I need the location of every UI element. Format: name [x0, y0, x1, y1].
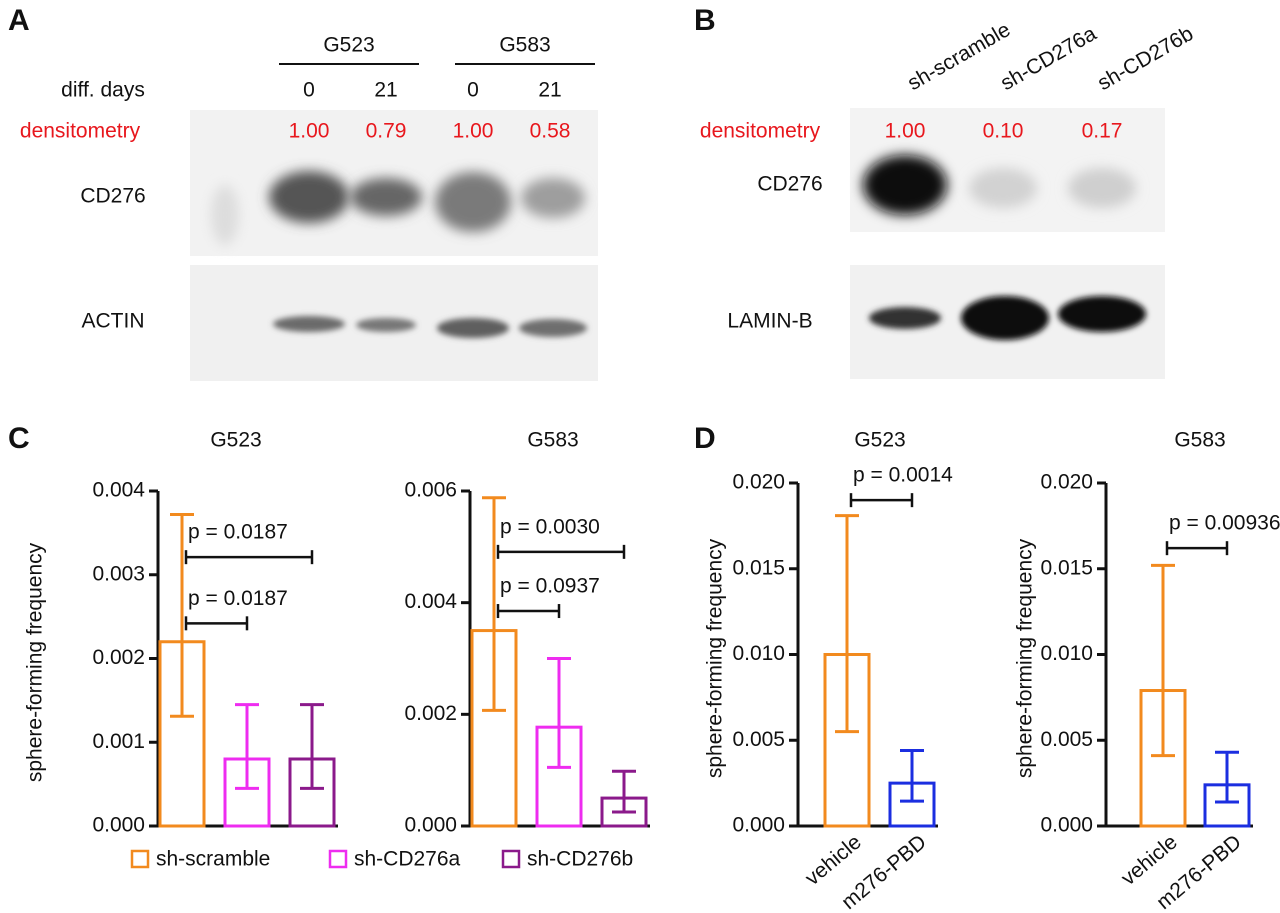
y-tick-label: 0.020: [732, 471, 785, 494]
legend-swatch: [501, 849, 521, 869]
band: [350, 178, 422, 216]
y-tick-label: 0.006: [404, 479, 457, 502]
y-tick-label: 0.001: [92, 730, 145, 753]
band: [521, 178, 585, 218]
y-tick-label: 0.000: [732, 814, 785, 837]
band: [437, 318, 509, 338]
row-label: LAMIN-B: [727, 310, 812, 333]
band: [269, 171, 349, 223]
y-tick-label: 0.004: [404, 590, 457, 613]
legend-swatch: [130, 849, 150, 869]
densitometry-label: densitometry: [20, 120, 141, 143]
legend-label: sh-CD276a: [354, 848, 461, 871]
legend-swatch: [328, 849, 348, 869]
y-tick-label: 0.015: [1040, 556, 1093, 579]
y-tick-label: 0.003: [92, 562, 145, 585]
lane-label: 0: [467, 79, 479, 102]
group-label: G583: [499, 34, 550, 57]
y-tick-label: 0.000: [404, 814, 457, 837]
band: [869, 307, 941, 329]
y-axis-label: sphere-forming frequency: [704, 538, 727, 778]
densitometry-value: 0.79: [366, 120, 407, 143]
p-value: p = 0.0030: [500, 515, 600, 538]
lane-label: sh-CD276b: [1094, 22, 1198, 95]
y-tick-label: 0.005: [1040, 728, 1093, 751]
panel-letter: C: [8, 422, 30, 455]
band: [969, 168, 1037, 208]
p-value: p = 0.00936: [1169, 512, 1280, 535]
y-tick-label: 0.015: [732, 556, 785, 579]
p-value: p = 0.0014: [853, 464, 953, 487]
y-tick-label: 0.020: [1040, 471, 1093, 494]
legend-label: sh-scramble: [156, 848, 270, 871]
lane-label: 21: [538, 79, 561, 102]
densitometry-value: 0.58: [530, 120, 571, 143]
band: [273, 316, 345, 332]
band: [356, 318, 416, 332]
y-tick-label: 0.004: [92, 479, 145, 502]
densitometry-value: 0.10: [983, 120, 1024, 143]
y-tick-label: 0.000: [92, 814, 145, 837]
row-label: ACTIN: [82, 310, 145, 333]
band: [211, 185, 239, 245]
lane-label: sh-CD276a: [997, 22, 1101, 95]
group-label: G523: [323, 34, 374, 57]
densitometry-value: 0.17: [1082, 120, 1123, 143]
band: [519, 319, 587, 337]
band: [1058, 296, 1146, 332]
densitometry-value: 1.00: [289, 120, 330, 143]
lane-label: sh-scramble: [904, 18, 1015, 95]
lane-label: 21: [374, 79, 397, 102]
y-tick-label: 0.010: [1040, 642, 1093, 665]
days-label: diff. days: [61, 79, 145, 102]
band: [961, 296, 1049, 340]
p-value: p = 0.0937: [500, 575, 600, 598]
band: [863, 155, 947, 215]
y-tick-label: 0.000: [1040, 814, 1093, 837]
lane-label: 0: [303, 79, 315, 102]
y-axis-label: sphere-forming frequency: [1014, 538, 1037, 778]
chart-title: G523: [210, 429, 261, 452]
densitometry-value: 1.00: [453, 120, 494, 143]
chart-title: G583: [1174, 429, 1225, 452]
y-tick-label: 0.002: [92, 646, 145, 669]
row-label: CD276: [757, 173, 822, 196]
row-label: CD276: [80, 185, 145, 208]
y-axis-label: sphere-forming frequency: [24, 542, 47, 782]
panel-letter: B: [694, 4, 716, 37]
densitometry-label: densitometry: [700, 120, 821, 143]
band: [435, 172, 511, 232]
band: [1068, 168, 1136, 208]
panel-letter: A: [8, 4, 30, 37]
chart-title: G583: [527, 429, 578, 452]
chart-title: G523: [854, 429, 905, 452]
y-tick-label: 0.002: [404, 702, 457, 725]
legend-label: sh-CD276b: [527, 848, 633, 871]
p-value: p = 0.0187: [188, 587, 288, 610]
p-value: p = 0.0187: [188, 521, 288, 544]
y-tick-label: 0.005: [732, 728, 785, 751]
y-tick-label: 0.010: [732, 642, 785, 665]
densitometry-value: 1.00: [885, 120, 926, 143]
panel-letter: D: [694, 422, 716, 455]
